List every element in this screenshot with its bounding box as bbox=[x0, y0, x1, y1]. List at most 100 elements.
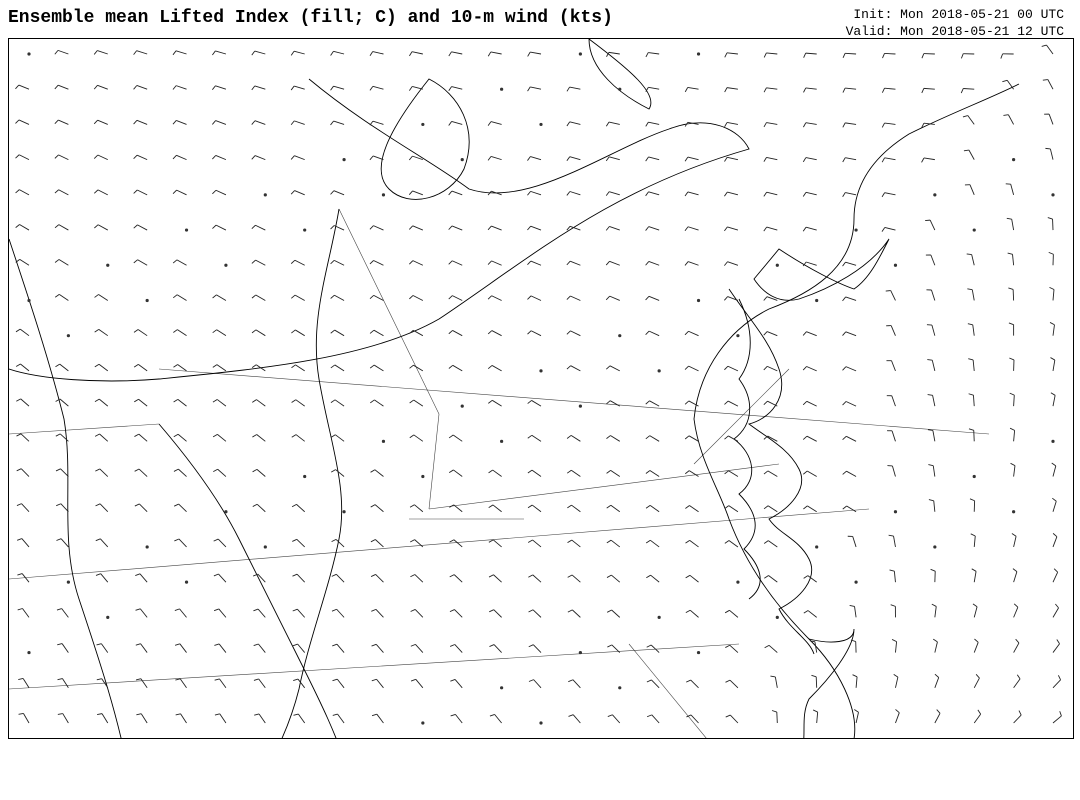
wind-barb bbox=[606, 52, 619, 56]
wind-barb bbox=[489, 505, 502, 512]
wind-barb bbox=[56, 399, 69, 406]
wind-barb bbox=[173, 260, 186, 265]
wind-barb bbox=[292, 400, 305, 406]
wind-barb bbox=[567, 87, 580, 91]
wind-barb bbox=[449, 365, 462, 371]
wind-barb bbox=[927, 360, 935, 371]
wind-barb bbox=[450, 575, 463, 583]
wind-barb bbox=[607, 610, 620, 617]
calm-wind-dot bbox=[342, 510, 345, 513]
calm-wind-dot bbox=[106, 616, 109, 619]
wind-barb bbox=[134, 85, 148, 89]
wind-barb bbox=[961, 89, 974, 94]
wind-barb bbox=[686, 540, 699, 547]
wind-barb bbox=[17, 504, 29, 512]
wind-barb bbox=[529, 645, 541, 653]
wind-barb bbox=[214, 539, 226, 547]
wind-barb bbox=[449, 330, 462, 335]
wind-barb bbox=[892, 639, 896, 652]
wind-barb bbox=[136, 644, 147, 653]
wind-barb bbox=[173, 120, 187, 124]
wind-barb bbox=[95, 294, 108, 300]
wind-barb bbox=[803, 158, 816, 162]
wind-barb bbox=[843, 332, 857, 336]
wind-barb bbox=[136, 714, 147, 723]
wind-barb bbox=[848, 536, 856, 547]
calm-wind-dot bbox=[303, 228, 306, 231]
wind-barb bbox=[646, 540, 659, 547]
wind-barb bbox=[55, 85, 69, 89]
wind-barb bbox=[928, 395, 935, 406]
calm-wind-dot bbox=[500, 88, 503, 91]
wind-barb bbox=[488, 296, 502, 301]
calm-wind-dot bbox=[27, 52, 30, 55]
wind-barb bbox=[370, 365, 383, 371]
wind-barb bbox=[567, 331, 580, 336]
wind-barb bbox=[173, 364, 186, 370]
wind-barb bbox=[646, 296, 660, 300]
wind-barb bbox=[333, 679, 345, 688]
wind-barb bbox=[252, 434, 265, 441]
wind-barb bbox=[1014, 639, 1019, 652]
wind-barb bbox=[803, 332, 817, 336]
wind-barb bbox=[409, 330, 422, 335]
wind-barb bbox=[488, 261, 502, 265]
calm-wind-dot bbox=[854, 228, 857, 231]
wind-barb bbox=[973, 604, 977, 618]
wind-barb bbox=[882, 158, 895, 162]
wind-barb bbox=[1043, 80, 1053, 90]
wind-barb bbox=[15, 85, 29, 89]
calm-wind-dot bbox=[973, 475, 976, 478]
wind-barb bbox=[963, 116, 974, 125]
wind-barb bbox=[724, 227, 738, 231]
wind-barb bbox=[764, 227, 778, 231]
wind-barb bbox=[291, 295, 304, 300]
wind-barb bbox=[252, 225, 266, 230]
wind-barb bbox=[529, 610, 541, 618]
wind-barb bbox=[96, 504, 108, 512]
calm-wind-dot bbox=[618, 686, 621, 689]
wind-barb bbox=[886, 291, 896, 301]
calm-wind-dot bbox=[1051, 440, 1054, 443]
wind-barb bbox=[371, 609, 383, 617]
wind-barb bbox=[567, 192, 581, 196]
calm-wind-dot bbox=[1051, 193, 1054, 196]
map-panel[interactable] bbox=[8, 38, 1074, 739]
wind-barb bbox=[450, 644, 462, 652]
calm-wind-dot bbox=[776, 616, 779, 619]
wind-barb bbox=[970, 499, 975, 512]
wind-barb bbox=[895, 709, 899, 723]
calm-wind-dot bbox=[618, 334, 621, 337]
wind-barb bbox=[173, 330, 186, 336]
wind-barb bbox=[803, 123, 816, 127]
wind-barb bbox=[770, 676, 777, 688]
wind-barb bbox=[725, 610, 738, 617]
wind-barb bbox=[646, 53, 659, 57]
wind-barb bbox=[212, 51, 226, 55]
wind-barb bbox=[567, 261, 581, 265]
wind-barb bbox=[803, 192, 816, 196]
calm-wind-dot bbox=[539, 369, 542, 372]
wind-barb bbox=[134, 225, 147, 230]
wind-barb bbox=[409, 261, 423, 266]
wind-barb bbox=[891, 605, 896, 618]
wind-barb bbox=[94, 155, 108, 160]
calm-wind-dot bbox=[382, 440, 385, 443]
calm-wind-dot bbox=[539, 123, 542, 126]
wind-barb bbox=[488, 226, 502, 230]
wind-barb bbox=[1008, 288, 1013, 301]
wind-barb bbox=[646, 331, 660, 336]
wind-barb bbox=[55, 120, 69, 124]
wind-barb bbox=[527, 157, 541, 161]
wind-barb bbox=[1010, 393, 1015, 406]
wind-barb bbox=[372, 714, 383, 723]
wind-barb bbox=[854, 710, 858, 723]
wind-barb bbox=[95, 469, 107, 477]
wind-barb bbox=[646, 575, 659, 582]
wind-barb bbox=[935, 710, 940, 723]
calm-wind-dot bbox=[973, 228, 976, 231]
wind-barb bbox=[882, 88, 895, 93]
wind-barb bbox=[764, 436, 777, 441]
wind-barb bbox=[1012, 533, 1016, 546]
wind-barb bbox=[567, 470, 580, 476]
